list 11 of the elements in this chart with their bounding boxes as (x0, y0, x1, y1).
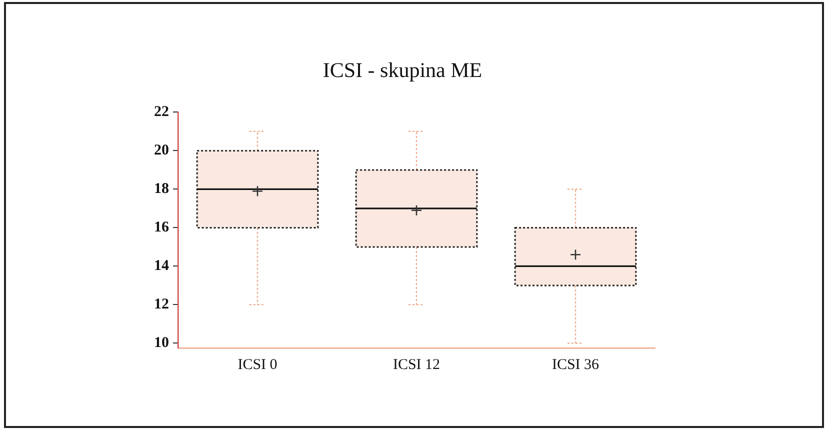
chart-title: ICSI - skupina ME (322, 58, 482, 82)
y-tick-label: 16 (154, 220, 170, 236)
x-tick-label: ICSI 12 (392, 356, 440, 373)
y-tick-label: 18 (154, 181, 169, 198)
y-tick-label: 22 (154, 104, 169, 120)
x-tick-label: ICSI 0 (238, 356, 278, 373)
x-tick-label: ICSI 36 (552, 356, 600, 373)
y-tick-label: 10 (154, 335, 169, 352)
y-tick-label: 14 (154, 258, 170, 274)
y-tick-label: 20 (154, 142, 169, 159)
y-tick-label: 12 (154, 296, 169, 313)
